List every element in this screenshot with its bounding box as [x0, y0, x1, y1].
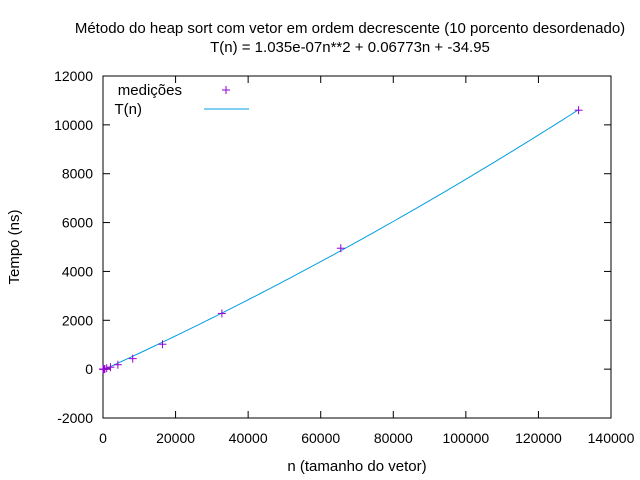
- data-point: [217, 309, 226, 318]
- y-axis-label: Tempo (ns): [6, 209, 23, 284]
- x-tick-label: 100000: [442, 430, 489, 446]
- data-point: [158, 340, 167, 349]
- data-point: [100, 365, 109, 374]
- x-axis: 0 20000 40000 60000 80000 100000 120000 140000: [99, 76, 635, 446]
- data-point: [336, 244, 345, 253]
- y-tick-label: 10000: [54, 117, 93, 133]
- x-tick-label: 80000: [374, 430, 413, 446]
- fit-line-series: [102, 109, 579, 371]
- legend-label-fit: T(n): [115, 101, 143, 118]
- y-tick-label: 2000: [62, 312, 93, 328]
- y-tick-label: 8000: [62, 166, 93, 182]
- chart-title: Método do heap sort com vetor em ordem d…: [75, 20, 625, 37]
- x-tick-label: 40000: [229, 430, 268, 446]
- y-tick-label: -2000: [57, 410, 93, 426]
- data-point: [113, 360, 122, 369]
- plot-border: [102, 75, 612, 419]
- data-point: [106, 363, 115, 372]
- x-tick-label: 20000: [156, 430, 195, 446]
- legend-label-medicoes: medições: [118, 82, 182, 99]
- y-tick-label: 4000: [62, 263, 93, 279]
- data-point: [574, 106, 583, 115]
- y-tick-label: 0: [85, 361, 93, 377]
- x-tick-label: 0: [99, 430, 107, 446]
- x-axis-label: n (tamanho do vetor): [287, 458, 426, 475]
- x-tick-label: 120000: [515, 430, 562, 446]
- data-point: [128, 354, 137, 363]
- x-tick-label: 140000: [588, 430, 635, 446]
- data-point: [102, 364, 111, 373]
- chart-subtitle: T(n) = 1.035e-07n**2 + 0.06773n + -34.95: [210, 39, 490, 56]
- legend-marker-medicoes: [222, 86, 230, 94]
- measurement-points: [99, 106, 583, 374]
- y-tick-label: 6000: [62, 215, 93, 231]
- y-axis: -2000 0 2000 4000 6000 8000 10000 12000: [54, 68, 611, 426]
- x-tick-label: 60000: [301, 430, 340, 446]
- legend-plus-marker: [222, 86, 230, 94]
- legend: medições T(n): [115, 82, 249, 118]
- y-tick-label: 12000: [54, 68, 93, 84]
